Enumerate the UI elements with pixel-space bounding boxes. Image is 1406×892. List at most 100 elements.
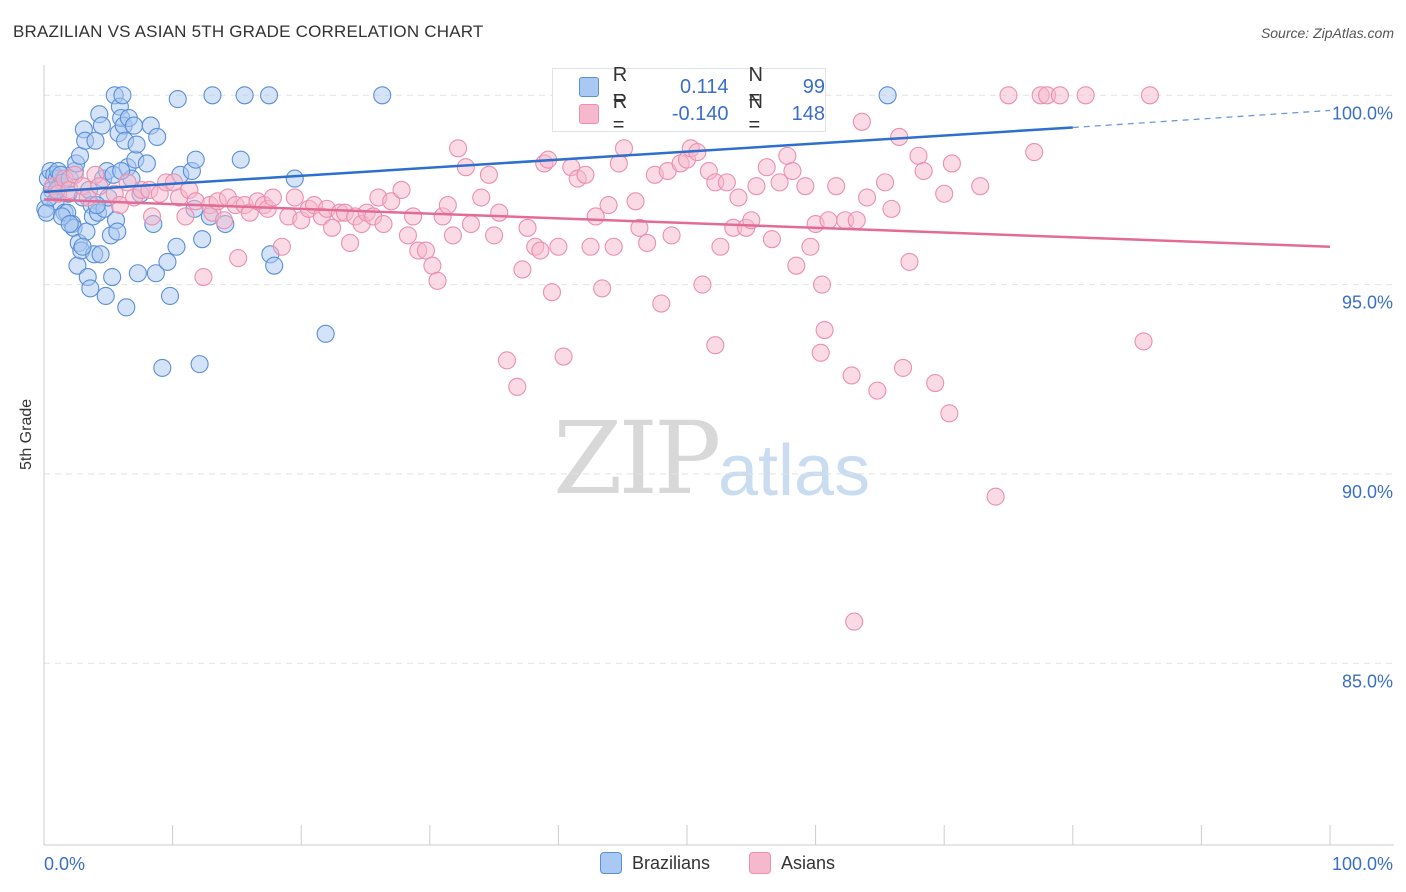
brazilians-point: [117, 298, 136, 317]
brazilians-point: [167, 237, 186, 256]
legend-label-brazilians: Brazilians: [632, 852, 711, 873]
brazilians-point: [148, 127, 167, 146]
brazilians-point: [127, 135, 146, 154]
asians-point: [778, 146, 797, 165]
asians-point: [581, 237, 600, 256]
brazilians-trend-extension: [1072, 109, 1331, 129]
asians-point: [706, 336, 725, 355]
asians-point: [693, 275, 712, 294]
legend-label-asians: Asians: [781, 852, 836, 873]
brazilians-point: [92, 116, 111, 135]
brazilians-point: [77, 222, 96, 241]
asians-trend-line: [43, 198, 1331, 248]
watermark-zip: ZIP: [553, 400, 721, 517]
asians-point: [472, 188, 491, 207]
asians-point: [926, 374, 945, 393]
x-tick-label: 0.0%: [44, 854, 85, 874]
asians-point: [176, 207, 195, 226]
asians-point: [845, 612, 864, 631]
asians-point: [90, 177, 109, 196]
brazilians-point: [146, 264, 165, 283]
brazilians-point: [108, 222, 127, 241]
brazilians-point: [285, 169, 304, 188]
asians-point: [875, 173, 895, 192]
asians-point: [392, 180, 411, 200]
asians-point: [443, 226, 462, 245]
legend-n-value: 99: [802, 75, 826, 98]
brazilians-point: [203, 86, 222, 105]
asians-point: [757, 158, 776, 177]
brazilians-point: [37, 203, 56, 222]
asians-point: [914, 161, 933, 181]
asians-point: [479, 165, 499, 184]
asians-point: [398, 226, 417, 245]
asians-point: [423, 256, 442, 275]
asians-point: [404, 207, 423, 226]
legend-swatch-brazilians: [600, 852, 622, 874]
asians-point: [542, 283, 562, 302]
x-tick-label: 100.0%: [1332, 854, 1393, 874]
asians-point: [801, 237, 820, 256]
asians-point: [285, 188, 304, 207]
asians-point: [604, 237, 623, 256]
asians-point: [416, 241, 435, 260]
asians-point: [214, 211, 234, 230]
asians-point: [882, 199, 901, 218]
brazilians-point: [878, 86, 897, 105]
legend-r-label: R =: [612, 91, 628, 136]
asians-point: [428, 271, 447, 290]
asians-point: [382, 192, 401, 211]
asians-point: [638, 233, 657, 253]
legend-swatch-brazilians: [579, 77, 599, 97]
brazilians-point: [60, 214, 79, 234]
asians-point: [626, 192, 645, 211]
asians-point: [593, 279, 612, 298]
asians-point: [942, 154, 961, 173]
asians-point: [747, 177, 766, 196]
y-axis-label: 5th Grade: [18, 398, 35, 470]
brazilians-point: [153, 358, 172, 377]
asians-point: [787, 256, 806, 275]
asians-point: [971, 177, 990, 196]
source-note: Source: ZipAtlas.com: [1260, 25, 1394, 41]
brazilians-point: [158, 252, 177, 271]
asians-point: [812, 275, 832, 294]
asians-point: [374, 214, 393, 234]
y-tick-label: 100.0%: [1332, 103, 1393, 123]
asians-point: [497, 351, 517, 370]
asians-point: [729, 188, 748, 207]
asians-point: [1140, 86, 1160, 105]
legend-n-label: N =: [748, 91, 763, 136]
legend-swatch-asians: [579, 104, 599, 124]
asians-point: [827, 177, 846, 196]
asians-point: [1076, 86, 1095, 105]
legend-r-value: -0.140: [671, 102, 729, 125]
y-tick-label: 85.0%: [1342, 671, 1393, 691]
brazilians-point: [124, 116, 144, 135]
brazilians-point: [70, 146, 90, 165]
brazilians-point: [168, 90, 187, 109]
asians-point: [662, 226, 681, 245]
watermark-atlas: atlas: [718, 431, 871, 511]
brazilians-point: [193, 230, 212, 249]
legend-swatch-asians: [749, 852, 771, 874]
asians-point: [1050, 86, 1069, 105]
brazilians-point: [81, 279, 100, 298]
legend-n-value: 148: [791, 102, 826, 125]
brazilians-point: [190, 355, 209, 374]
legend-item-asians: Asians: [749, 852, 835, 874]
asians-point: [819, 211, 838, 230]
asians-point: [485, 226, 504, 245]
asians-point: [770, 173, 789, 192]
asians-point: [893, 358, 913, 377]
asians-point: [940, 404, 959, 423]
brazilians-point: [86, 131, 105, 150]
asians-point: [576, 165, 595, 184]
asians-point: [323, 218, 342, 237]
legend-row-asians: R = -0.140 N = 148: [579, 91, 826, 136]
brazilians-trend-line: [43, 126, 1073, 194]
asians-point: [490, 203, 509, 222]
asians-point: [815, 320, 834, 340]
brazilians-point: [160, 286, 180, 306]
brazilians-point: [235, 86, 254, 105]
